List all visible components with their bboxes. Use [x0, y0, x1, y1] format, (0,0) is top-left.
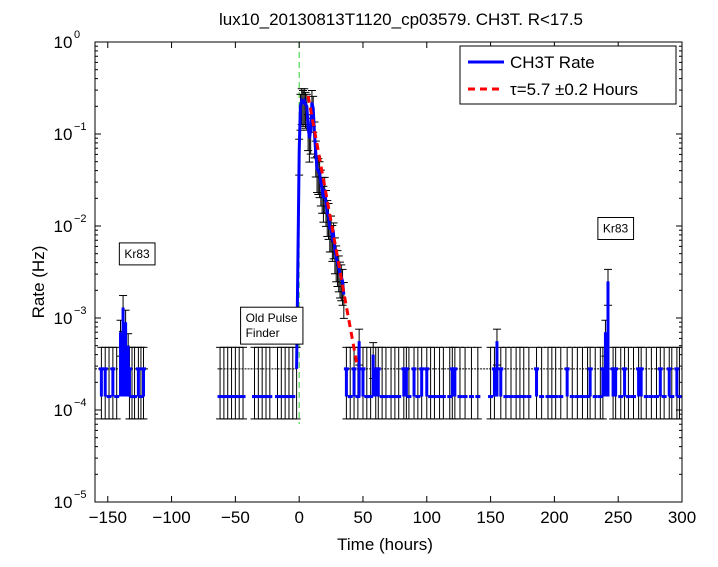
rate-point: [524, 346, 533, 420]
x-tick-label: 0: [294, 508, 303, 527]
rate-line-decay: [295, 97, 346, 369]
annotation-box: [240, 306, 304, 345]
y-tick-exponent: −1: [74, 121, 87, 133]
y-tick-label: 10: [54, 125, 73, 144]
annotation-text: Finder: [246, 326, 280, 340]
annotation-kr83-left: Kr83: [118, 242, 156, 266]
annotation-box: [597, 216, 635, 240]
legend-label-fit: τ=5.7 ±0.2 Hours: [510, 80, 638, 99]
rate-point: [265, 346, 274, 420]
y-tick-label: 10: [54, 309, 73, 328]
x-tick-label: 100: [413, 508, 441, 527]
rate-point: [473, 346, 482, 420]
annotation-text: Old Pulse: [246, 311, 298, 325]
x-tick-label: 250: [604, 508, 632, 527]
y-tick-label: 10: [54, 33, 73, 52]
y-tick-exponent: 0: [74, 29, 80, 41]
legend-label-rate: CH3T Rate: [510, 53, 595, 72]
rate-point: [239, 346, 248, 420]
chart-title: lux10_20130813T1120_cp03579. CH3T. R<17.…: [219, 10, 583, 29]
x-tick-label: 200: [540, 508, 568, 527]
x-tick-label: 50: [354, 508, 373, 527]
x-tick-label: −150: [89, 508, 127, 527]
x-axis-label: Time (hours): [337, 535, 433, 554]
y-tick-exponent: −4: [74, 397, 87, 409]
legend: CH3T Rate τ=5.7 ±0.2 Hours: [459, 45, 677, 105]
x-tick-label: −100: [152, 508, 190, 527]
y-axis-label: Rate (Hz): [29, 246, 48, 319]
axes-box: [94, 41, 683, 503]
y-tick-exponent: −5: [74, 489, 87, 501]
y-tick-label: 10: [54, 401, 73, 420]
annotation-text: Kr83: [603, 221, 629, 235]
annotation-kr83-right: Kr83: [597, 216, 635, 240]
annotation-box: [118, 242, 156, 266]
y-tick-label: 10: [54, 493, 73, 512]
x-tick-label: −50: [221, 508, 250, 527]
y-tick-exponent: −3: [74, 305, 87, 317]
y-tick-label: 10: [54, 217, 73, 236]
x-tick-label: 300: [668, 508, 696, 527]
y-tick-exponent: −2: [74, 213, 87, 225]
x-tick-label: 150: [476, 508, 504, 527]
legend-box: [459, 45, 677, 105]
annotation-text: Kr83: [124, 247, 150, 261]
